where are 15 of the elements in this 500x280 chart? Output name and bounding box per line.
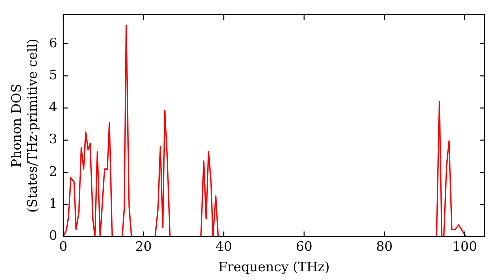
y-tick-label: 0 (49, 229, 58, 244)
y-tick-label: 5 (49, 68, 58, 84)
y-axis-title: Phonon DOS (States/THz·primitive cell) (10, 38, 41, 213)
x-tick-label: 100 (452, 240, 478, 255)
y-tick-label: 6 (49, 36, 58, 52)
x-tick-label: 40 (216, 240, 232, 255)
x-tick-label: 60 (296, 240, 313, 255)
x-tick-label: 80 (376, 240, 393, 255)
y-tick-label: 3 (49, 132, 58, 148)
y-tick-label: 2 (49, 164, 58, 180)
x-axis-title: Frequency (THz) (218, 260, 330, 276)
x-tick-label: 0 (59, 240, 68, 255)
y-tick-label: 4 (49, 100, 58, 116)
y-tick-label: 1 (49, 197, 58, 212)
x-tick-label: 20 (135, 240, 152, 255)
